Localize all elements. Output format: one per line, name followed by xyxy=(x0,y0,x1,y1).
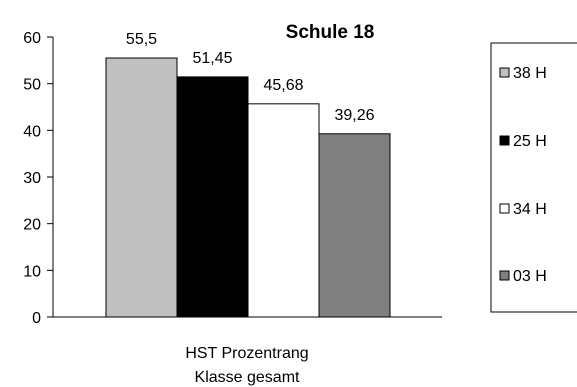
legend-box xyxy=(490,42,577,313)
y-tick-label: 20 xyxy=(23,217,41,234)
y-tick-label: 40 xyxy=(23,123,41,140)
bars xyxy=(105,57,391,318)
legend-label: 38 H xyxy=(513,65,547,82)
bar-25-h xyxy=(176,76,249,318)
legend-label: 34 H xyxy=(513,201,547,218)
data-label: 45,68 xyxy=(263,77,303,94)
data-labels: 55,5 51,45 45,68 39,26 xyxy=(126,31,375,124)
data-label: 51,45 xyxy=(192,50,232,67)
legend-swatch xyxy=(499,67,510,78)
x-category-label-1: HST Prozentrang xyxy=(185,345,308,362)
data-label: 39,26 xyxy=(334,107,374,124)
y-axis: 0 10 20 30 40 50 60 xyxy=(23,30,442,327)
x-category-label-2: Klasse gesamt xyxy=(195,369,300,386)
y-tick-label: 0 xyxy=(32,310,41,327)
y-tick-label: 10 xyxy=(23,263,41,280)
legend: 38 H 25 H 34 H 03 H xyxy=(490,42,577,313)
bar-03-h xyxy=(318,133,391,318)
legend-swatch xyxy=(499,203,510,214)
y-tick-label: 30 xyxy=(23,170,41,187)
legend-label: 03 H xyxy=(513,268,547,285)
chart-title: Schule 18 xyxy=(286,22,375,43)
data-label: 55,5 xyxy=(126,31,157,48)
y-tick-label: 60 xyxy=(23,30,41,47)
bar-38-h xyxy=(105,57,178,318)
legend-swatch xyxy=(499,270,510,281)
legend-swatch xyxy=(499,135,510,146)
y-tick-label: 50 xyxy=(23,77,41,94)
bar-34-h xyxy=(247,103,320,318)
legend-label: 25 H xyxy=(513,133,547,150)
